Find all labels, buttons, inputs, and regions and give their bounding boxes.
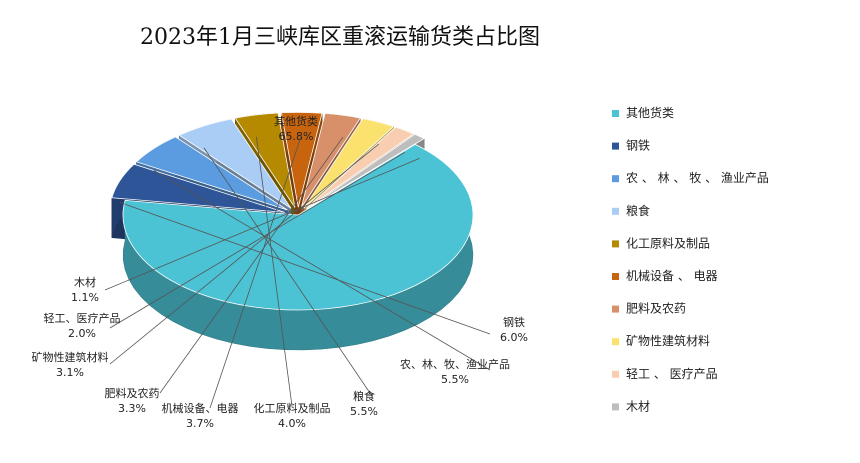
pie-slice bbox=[306, 133, 425, 210]
legend-label: 化工原料及制品 bbox=[626, 236, 710, 250]
legend-label: 粮食 bbox=[626, 203, 650, 218]
data-label-name: 轻工、医疗产品 bbox=[44, 311, 121, 325]
legend-swatch bbox=[612, 240, 619, 248]
pie-3d bbox=[111, 111, 474, 351]
leader-line bbox=[104, 158, 420, 291]
data-label-name: 其他货类 bbox=[274, 114, 318, 128]
legend-swatch bbox=[612, 207, 619, 215]
legend-swatch bbox=[612, 338, 619, 346]
data-label-value: 3.3% bbox=[118, 402, 146, 415]
legend-swatch bbox=[612, 110, 619, 117]
pie-slice bbox=[111, 163, 285, 213]
legend-label: 肥料及农药 bbox=[626, 302, 686, 316]
leader-line bbox=[109, 143, 379, 365]
legend-swatch bbox=[612, 403, 619, 411]
data-label-name: 矿物性建筑材料 bbox=[32, 350, 109, 364]
leader-line bbox=[209, 134, 303, 409]
data-label-name: 粮食 bbox=[353, 389, 375, 403]
legend-swatch bbox=[612, 142, 619, 150]
legend-swatch bbox=[612, 273, 619, 280]
pie-slice bbox=[300, 112, 361, 208]
data-label-value: 3.1% bbox=[56, 366, 84, 379]
pie-slice bbox=[303, 118, 395, 209]
data-label-value: 2.0% bbox=[68, 327, 96, 340]
leader-line bbox=[109, 151, 406, 329]
legend-label: 钢铁 bbox=[626, 139, 650, 153]
legend-label: 轻工 、 医疗产品 bbox=[626, 367, 718, 381]
chart-title: 2023年1月三峡库区重滚运输货类占比图 bbox=[140, 25, 540, 50]
data-label-name: 木材 bbox=[74, 275, 96, 289]
legend-label: 农 、 林 、 牧 、 渔业产品 bbox=[626, 171, 769, 185]
pie-slice bbox=[135, 136, 288, 211]
legend-label: 矿物性建筑材料 bbox=[626, 333, 710, 348]
data-label-name: 机械设备、电器 bbox=[162, 401, 239, 415]
data-labels: 其他货类 65.8% 钢铁 6.0% 农、林、牧、渔业产品 5.5% 粮食 5.5% 化工原料及… bbox=[32, 114, 528, 430]
leader-line bbox=[153, 170, 491, 371]
legend-swatch bbox=[612, 305, 619, 313]
data-label-value: 4.0% bbox=[278, 417, 306, 430]
data-label-name: 钢铁 bbox=[503, 316, 525, 329]
legend-label: 其他货类 bbox=[626, 105, 674, 120]
data-label-value: 65.8% bbox=[279, 130, 314, 143]
leader-line bbox=[159, 136, 344, 394]
legend-swatch bbox=[612, 370, 619, 378]
data-label-name: 化工原料及制品 bbox=[254, 401, 331, 415]
pie-slice bbox=[122, 143, 474, 311]
legend-swatch bbox=[612, 175, 619, 183]
legend-label: 机械设备 、 电器 bbox=[626, 268, 718, 283]
data-label-value: 5.5% bbox=[350, 405, 378, 418]
data-label-value: 5.5% bbox=[441, 373, 469, 386]
data-label-name: 农、林、牧、渔业产品 bbox=[400, 357, 510, 371]
leader-line bbox=[256, 136, 293, 407]
data-label-value: 1.1% bbox=[71, 291, 99, 304]
pie-slice bbox=[234, 112, 296, 208]
data-label-value: 6.0% bbox=[500, 331, 528, 344]
leader-line bbox=[119, 202, 491, 335]
pie-slice bbox=[280, 111, 323, 208]
leader-line bbox=[203, 147, 373, 397]
legend-label: 木材 bbox=[626, 399, 650, 413]
data-label-value: 3.7% bbox=[186, 417, 214, 430]
pie-slice bbox=[305, 126, 415, 209]
data-label-name: 肥料及农药 bbox=[105, 386, 160, 400]
